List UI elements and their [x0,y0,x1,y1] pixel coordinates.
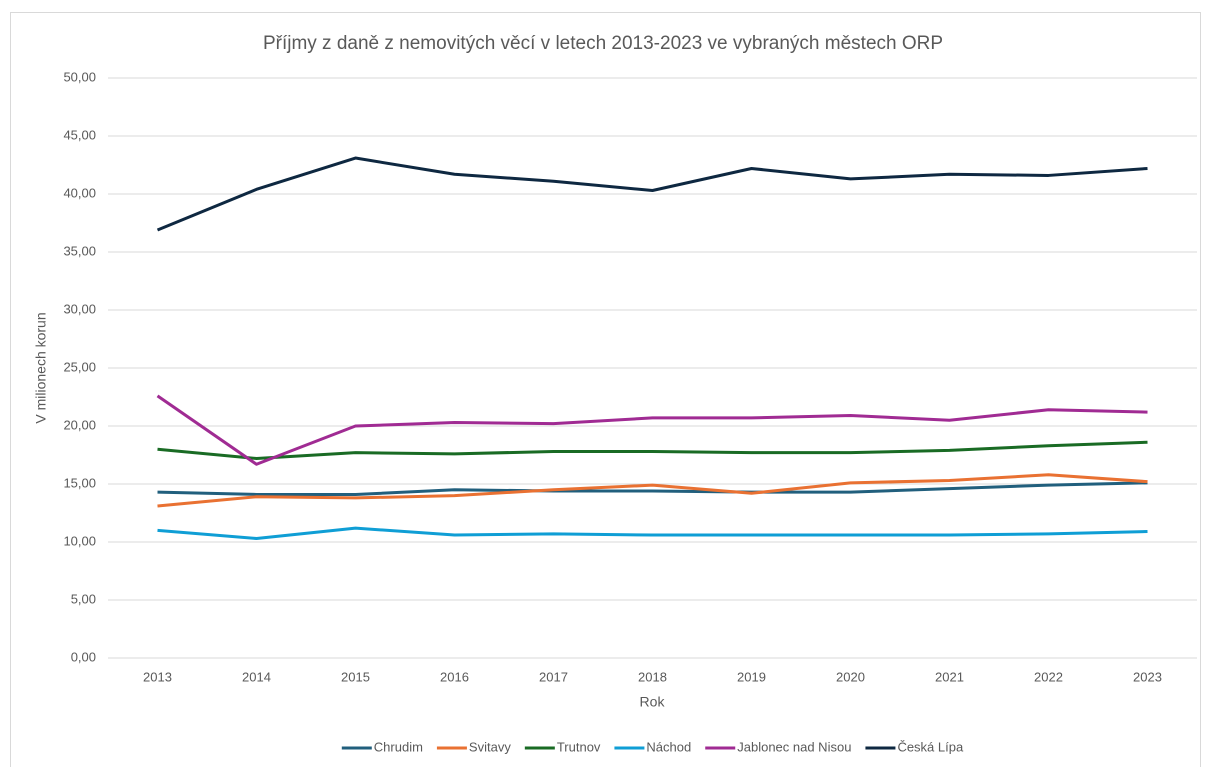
legend-label: Česká Lípa [897,739,964,754]
legend: Chrudim Svitavy Trutnov Náchod Jablonec nad … [341,739,964,754]
x-tick-label: 2020 [836,669,865,684]
y-tick-label: 35,00 [63,243,96,258]
x-tick-label: 2016 [440,669,469,684]
data-line [156,394,1148,466]
y-tick-label: 10,00 [63,533,96,548]
data-line [157,473,1148,508]
x-tick-label: 2019 [737,669,766,684]
x-tick-label: 2014 [242,669,271,684]
x-tick-label: 2021 [935,669,964,684]
legend-label: Trutnov [557,739,601,754]
legend-label: Jablonec nad Nisou [737,739,851,754]
y-tick-label: 5,00 [71,591,96,606]
y-tick-label: 0,00 [71,649,96,664]
x-axis-title: Rok [640,694,666,710]
chart-border [10,12,1201,767]
data-line [157,440,1148,460]
x-tick-label: 2022 [1034,669,1063,684]
y-axis-title: V milionech korun [33,312,49,423]
data-line [157,481,1148,496]
y-tick-label: 30,00 [63,301,96,316]
y-tick-label: 40,00 [63,185,96,200]
legend-label: Náchod [646,739,691,754]
y-tick-label: 15,00 [63,475,96,490]
x-tick-label: 2015 [341,669,370,684]
x-tick-label: 2023 [1133,669,1162,684]
y-tick-label: 25,00 [63,359,96,374]
y-tick-label: 20,00 [63,417,96,432]
x-tick-label: 2017 [539,669,568,684]
legend-label: Svitavy [469,739,511,754]
data-line [157,526,1148,541]
x-tick-label: 2013 [143,669,172,684]
x-tick-label: 2018 [638,669,667,684]
y-tick-label: 50,00 [63,69,96,84]
y-tick-label: 45,00 [63,127,96,142]
chart-title: Příjmy z daně z nemovitých věcí v letech… [263,33,943,54]
legend-label: Chrudim [374,739,423,754]
data-line [156,156,1148,232]
